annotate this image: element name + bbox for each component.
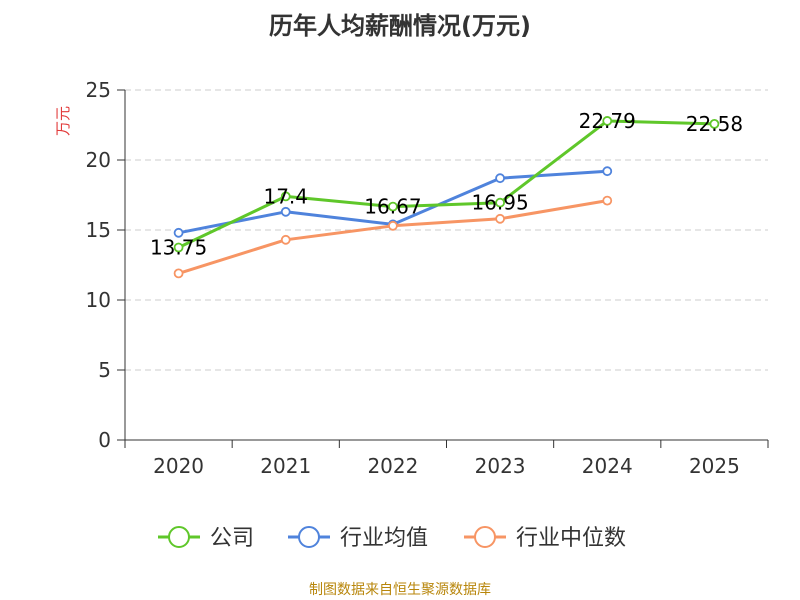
- series-point: [388, 220, 398, 231]
- series-point: [602, 116, 613, 126]
- legend-swatch-marker: [168, 526, 190, 548]
- series-point: [173, 242, 184, 253]
- data-labels: 13.75 17.4 16.67 16.95 22.79 22.58: [150, 109, 743, 260]
- chart-title: 历年人均薪酬情况(万元): [269, 12, 531, 40]
- series-point: [602, 166, 613, 177]
- legend-label: 行业中位数: [516, 526, 626, 551]
- series-point: [280, 206, 291, 217]
- series-line: [177, 119, 716, 249]
- series-point: [709, 118, 720, 129]
- data-label: 22.58: [686, 112, 743, 136]
- series-point: [280, 191, 291, 202]
- data-label: 17.4: [263, 184, 308, 208]
- y-tick-label: 5: [98, 358, 111, 382]
- y-tick-label: 0: [98, 428, 111, 452]
- x-tick-label: 2024: [582, 454, 633, 478]
- series-point: [495, 173, 505, 184]
- y-tick-label: 15: [86, 218, 111, 242]
- series-point: [388, 201, 398, 212]
- source-note: 制图数据来自恒生聚源数据库: [309, 582, 491, 598]
- series-point: [495, 213, 505, 224]
- series-point: [173, 268, 184, 279]
- legend-swatch-marker: [474, 526, 496, 548]
- y-tick-label: 20: [86, 148, 111, 172]
- series-point: [173, 227, 184, 238]
- x-tick-label: 2023: [475, 454, 526, 478]
- legend-label: 公司: [210, 526, 254, 551]
- series-lines: [173, 116, 720, 279]
- legend-item: 行业中位数: [464, 526, 626, 551]
- x-tick-label: 2020: [153, 454, 204, 478]
- legend-label: 行业均值: [340, 526, 428, 551]
- legend-swatch-marker: [298, 526, 320, 548]
- legend-item: 行业均值: [288, 526, 428, 551]
- x-tick-label: 2022: [367, 454, 418, 478]
- x-tick-label: 2025: [689, 454, 740, 478]
- data-label: 16.67: [364, 195, 421, 219]
- y-axis-unit-label: 万元: [54, 106, 72, 136]
- series-point: [280, 234, 291, 245]
- y-tick-label: 25: [86, 78, 111, 102]
- data-label: 13.75: [150, 236, 207, 260]
- data-label: 22.79: [579, 109, 636, 133]
- x-tick-label: 2021: [260, 454, 311, 478]
- series-point: [495, 197, 505, 208]
- grid-lines: [125, 89, 768, 371]
- legend: 公司 行业均值 行业中位数: [158, 526, 626, 551]
- legend-item: 公司: [158, 526, 254, 551]
- data-label: 16.95: [471, 191, 528, 215]
- y-tick-label: 10: [86, 288, 111, 312]
- series-point: [602, 195, 613, 206]
